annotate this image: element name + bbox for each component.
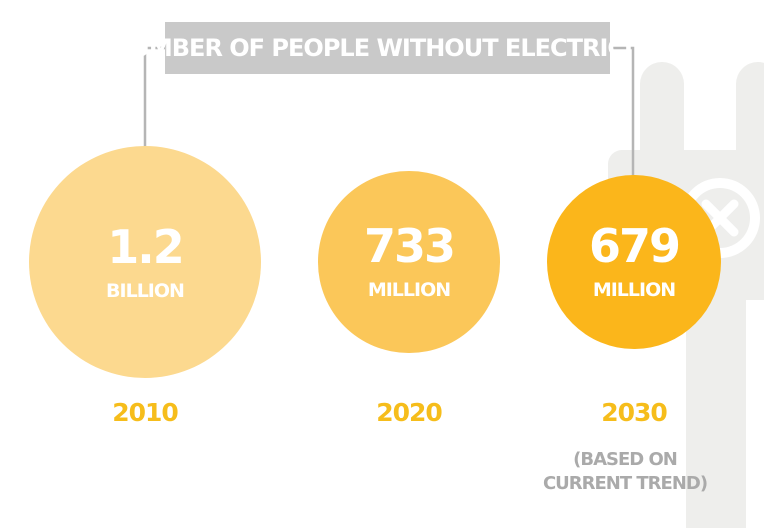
connector-right <box>610 46 635 185</box>
trend-note: (BASED ON CURRENT TREND) <box>542 449 708 494</box>
connector-left <box>143 46 165 148</box>
value-label-2010: 1.2 <box>107 219 184 274</box>
bubble-2030: 679 MILLION <box>546 174 722 350</box>
bubble-2020: 733 MILLION <box>318 171 500 353</box>
unit-label-2020: MILLION <box>367 279 451 302</box>
year-label-2010: 2010 <box>112 398 179 427</box>
unit-label-2030: MILLION <box>592 279 676 302</box>
year-label-2030: 2030 <box>601 398 668 427</box>
bubble-2010: 1.2 BILLION <box>29 146 261 378</box>
chart-title: NUMBER OF PEOPLE WITHOUT ELECTRICITY <box>111 22 665 74</box>
value-label-2030: 679 <box>588 219 681 274</box>
value-label-2020: 733 <box>363 219 456 274</box>
year-label-2020: 2020 <box>376 398 443 427</box>
unit-label-2010: BILLION <box>106 279 185 302</box>
